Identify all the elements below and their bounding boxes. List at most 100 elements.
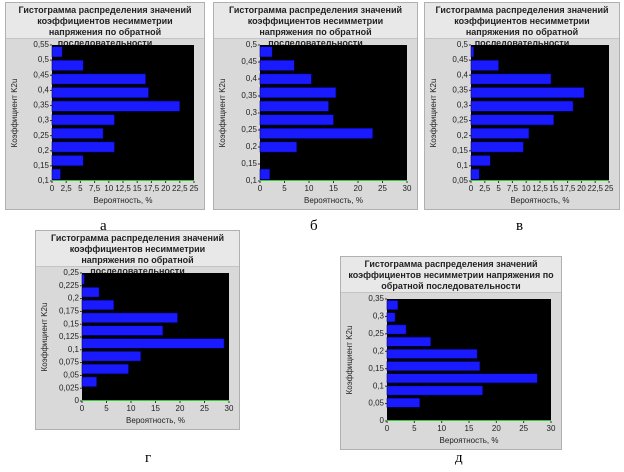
bar — [386, 312, 396, 323]
bar — [470, 100, 574, 112]
y-tick-label: 0,35 — [368, 294, 384, 303]
x-tick-label: 25 — [190, 184, 199, 193]
x-tick-label: 25 — [200, 404, 209, 413]
x-tick-label: 15 — [329, 184, 338, 193]
y-tick-label: 0,25 — [241, 125, 257, 134]
y-axis-label: Коэффициент K2u — [345, 326, 354, 395]
bar — [470, 114, 555, 126]
bar — [386, 397, 421, 408]
x-tick-label: 12,5 — [115, 184, 131, 193]
y-tick-label: 0,3 — [38, 116, 50, 125]
bar — [259, 127, 373, 139]
chart-panel: Гистограмма распределения значений коэфф… — [5, 2, 205, 210]
x-tick-label: 30 — [547, 424, 556, 433]
panel-caption: б — [310, 218, 318, 234]
x-tick-label: 25 — [519, 424, 528, 433]
bar — [470, 73, 552, 85]
bar — [81, 274, 85, 285]
bar — [51, 87, 149, 99]
y-tick-label: 0,025 — [59, 383, 80, 392]
x-tick-label: 22,5 — [587, 184, 603, 193]
y-tick-label: 0,4 — [457, 70, 469, 79]
panel-caption: а — [100, 218, 107, 234]
x-axis-label: Вероятность, % — [94, 196, 153, 205]
x-tick-label: 15 — [465, 424, 474, 433]
y-tick-label: 0,55 — [33, 40, 49, 49]
bar — [51, 168, 61, 180]
x-axis-label: Вероятность, % — [304, 196, 363, 205]
x-tick-label: 25 — [378, 184, 387, 193]
plot: 0,1 0,15 0,2 0,25 0,3 0,35 0,4 0,45 0,5 0 5 10 15 20 2… — [218, 40, 412, 205]
plot: 0 0,05 0,1 0,15 0,2 0,25 0,3 0,35 0 5 10 15 20 25 30 Ве… — [345, 294, 556, 445]
y-axis-label: Коэффициент K2u — [10, 79, 19, 148]
chart-title: Гистограмма распределения значений коэфф… — [6, 3, 204, 48]
x-tick-label: 20 — [492, 424, 501, 433]
bar — [259, 46, 273, 58]
chart-panel: Гистограмма распределения значений коэфф… — [35, 230, 240, 430]
y-tick-label: 0,25 — [33, 131, 49, 140]
x-tick-label: 17,5 — [144, 184, 160, 193]
bar — [81, 338, 225, 349]
x-tick-label: 5 — [104, 404, 109, 413]
chart-panel: Гистограмма распределения значений коэфф… — [213, 2, 418, 210]
x-tick-label: 20 — [354, 184, 363, 193]
plot: 0 0,025 0,05 0,075 0,1 0,125 0,15 0,175 0,2 0,225… — [40, 268, 234, 425]
bar — [259, 168, 271, 180]
plot-area — [82, 273, 229, 401]
bar — [51, 155, 84, 167]
x-axis-label: Вероятность, % — [511, 196, 570, 205]
bar — [259, 87, 337, 99]
x-tick-label: 12,5 — [532, 184, 548, 193]
y-tick-label: 0,25 — [368, 329, 384, 338]
y-tick-label: 0,05 — [63, 371, 79, 380]
y-tick-label: 0,1 — [68, 345, 80, 354]
bar — [386, 336, 432, 347]
bar — [386, 324, 407, 335]
bar — [81, 287, 100, 298]
x-tick-label: 10 — [127, 404, 136, 413]
y-tick-label: 0,35 — [452, 85, 468, 94]
y-tick-label: 0,2 — [246, 142, 258, 151]
y-tick-label: 0,35 — [241, 91, 257, 100]
y-tick-label: 0,5 — [457, 40, 469, 49]
panel-caption: д — [455, 450, 463, 466]
bar — [81, 363, 129, 375]
x-tick-label: 0 — [385, 424, 390, 433]
bar — [51, 73, 147, 85]
bar — [386, 300, 399, 311]
y-axis-label: Коэффициент K2u — [40, 303, 49, 372]
bar — [470, 141, 524, 153]
x-axis-label: Вероятность, % — [126, 416, 185, 425]
bar — [470, 127, 530, 139]
y-tick-label: 0,45 — [33, 70, 49, 79]
chart-title: Гистограмма распределения значений коэфф… — [36, 231, 239, 276]
y-tick-label: 0,15 — [452, 146, 468, 155]
x-tick-label: 10 — [437, 424, 446, 433]
x-tick-label: 5 — [282, 184, 287, 193]
x-tick-label: 22,5 — [172, 184, 188, 193]
y-tick-label: 0,2 — [38, 146, 50, 155]
y-tick-label: 0 — [75, 396, 80, 405]
x-tick-label: 10 — [104, 184, 113, 193]
y-tick-label: 0,45 — [452, 55, 468, 64]
x-tick-label: 7,5 — [89, 184, 101, 193]
y-tick-label: 0,05 — [368, 399, 384, 408]
y-axis-label: Коэффициент K2u — [218, 79, 227, 148]
y-tick-label: 0,45 — [241, 57, 257, 66]
bar — [51, 127, 104, 139]
bar — [51, 100, 181, 112]
y-tick-label: 0,15 — [63, 319, 79, 328]
x-tick-label: 30 — [403, 184, 412, 193]
x-tick-label: 15 — [151, 404, 160, 413]
bar — [51, 46, 63, 58]
x-tick-label: 20 — [176, 404, 185, 413]
y-tick-label: 0,1 — [246, 176, 258, 185]
y-tick-label: 0,1 — [38, 176, 50, 185]
bar — [81, 325, 164, 336]
bar — [470, 59, 499, 71]
bar — [81, 299, 115, 311]
bar — [81, 376, 97, 387]
x-axis-label: Вероятность, % — [440, 436, 499, 445]
y-tick-label: 0,4 — [38, 85, 50, 94]
